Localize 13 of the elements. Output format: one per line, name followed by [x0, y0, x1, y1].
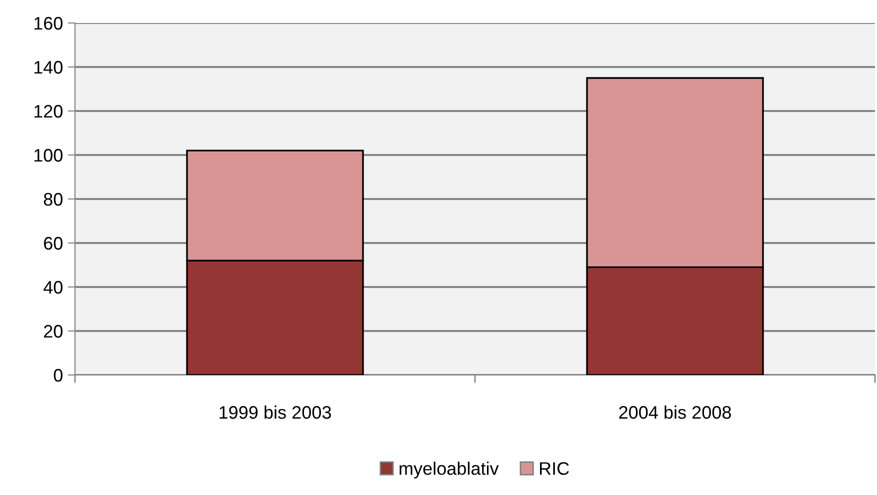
y-tick-label: 0 — [54, 368, 62, 382]
x-tick-label: 2004 bis 2008 — [619, 406, 731, 419]
y-tick-label: 80 — [44, 192, 62, 206]
y-tick-label: 40 — [44, 280, 62, 294]
y-tick-label: 160 — [34, 16, 62, 30]
y-tick-label: 140 — [34, 60, 62, 74]
y-tick-label: 60 — [44, 236, 62, 250]
x-tick-label: 1999 bis 2003 — [220, 406, 331, 419]
y-tick-label: 100 — [34, 148, 62, 162]
y-tick-label: 20 — [44, 324, 62, 338]
legend-label: RIC — [540, 462, 569, 475]
y-tick-label: 120 — [34, 104, 62, 118]
legend-label: myeloablativ — [400, 462, 499, 478]
